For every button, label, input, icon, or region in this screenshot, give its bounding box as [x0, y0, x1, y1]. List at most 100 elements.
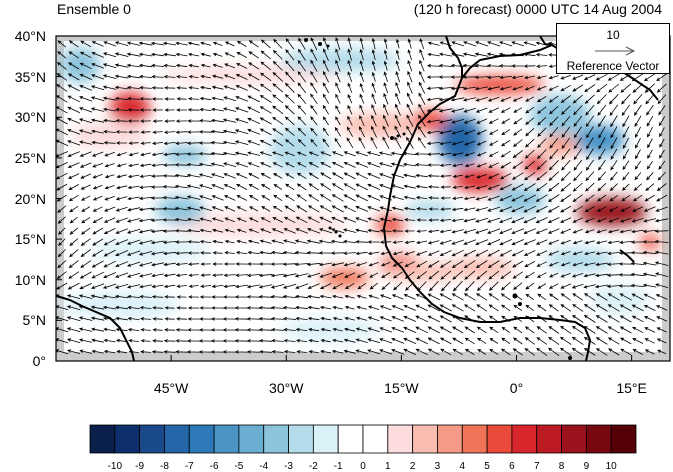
- wind-vector: [79, 151, 92, 157]
- wind-vector: [622, 160, 630, 171]
- wind-vector: [585, 171, 595, 182]
- wind-vector: [561, 148, 571, 160]
- wind-vector: [586, 148, 594, 161]
- wind-vector: [282, 305, 297, 310]
- wind-vector: [224, 41, 235, 47]
- x-tick-label: 30°W: [269, 380, 304, 396]
- wind-vector: [390, 151, 405, 156]
- wind-vector: [419, 48, 425, 61]
- wind-vector: [115, 250, 129, 257]
- wind-vector: [427, 326, 440, 334]
- wind-vector: [318, 262, 333, 267]
- wind-vector: [187, 130, 200, 134]
- wind-vector: [426, 108, 441, 113]
- wind-vector: [78, 129, 93, 135]
- wind-vector: [463, 196, 476, 201]
- wind-vector: [126, 41, 141, 46]
- wind-vector: [487, 41, 501, 47]
- wind-vector: [200, 262, 211, 266]
- wind-vector: [66, 305, 81, 311]
- wind-vector: [127, 316, 140, 321]
- wind-vector: [58, 238, 66, 247]
- colorbar-label: -8: [160, 461, 169, 472]
- wind-vector: [79, 118, 93, 124]
- wind-vector: [463, 260, 476, 269]
- wind-vector: [210, 118, 225, 123]
- wind-vector: [285, 60, 295, 72]
- wind-vector: [356, 305, 367, 310]
- colorbar-box: [437, 424, 463, 454]
- wind-vector: [151, 174, 165, 178]
- wind-vector: [619, 73, 632, 81]
- wind-vector: [103, 327, 116, 332]
- wind-vector: [296, 350, 307, 354]
- wind-vector: [476, 162, 487, 168]
- wind-vector: [211, 306, 224, 310]
- wind-vector: [319, 205, 332, 213]
- wind-vector: [523, 250, 536, 256]
- colorbar-label: 1: [385, 461, 391, 472]
- wind-vector: [452, 326, 464, 334]
- wind-vector: [296, 205, 308, 213]
- wind-vector: [80, 173, 92, 179]
- wind-vector: [426, 141, 441, 146]
- wind-vector: [642, 240, 657, 244]
- wind-vector: [606, 262, 621, 266]
- wind-vector: [103, 107, 117, 112]
- wind-vector: [331, 349, 344, 354]
- wind-vector: [330, 228, 345, 234]
- wind-vector: [560, 314, 572, 323]
- wind-vector: [57, 40, 67, 48]
- wind-vector: [548, 304, 559, 312]
- colorbar-label: 7: [533, 461, 540, 472]
- wind-vector: [187, 41, 200, 46]
- wind-vector: [320, 162, 332, 168]
- wind-vector: [235, 284, 249, 289]
- wind-vector: [536, 75, 547, 80]
- wind-vector: [78, 316, 93, 321]
- wind-vector: [572, 240, 583, 245]
- wind-vector: [188, 63, 199, 68]
- wind-vector: [223, 173, 236, 179]
- wind-vector: [295, 305, 308, 310]
- wind-vector: [355, 194, 368, 202]
- wind-vector: [323, 48, 329, 61]
- wind-vector: [270, 273, 285, 278]
- wind-vector: [656, 327, 667, 333]
- wind-vector: [126, 85, 141, 90]
- wind-vector: [488, 304, 499, 312]
- wind-vector: [368, 262, 379, 267]
- wind-vector: [573, 126, 582, 139]
- wind-vector: [657, 94, 667, 105]
- wind-vector: [150, 240, 165, 245]
- wind-vector: [335, 59, 341, 72]
- wind-vector: [573, 148, 583, 161]
- wind-vector: [513, 107, 523, 113]
- wind-vector: [451, 207, 464, 212]
- wind-vector: [284, 162, 295, 168]
- wind-vector: [525, 282, 535, 290]
- reference-vector-label: Reference Vector: [566, 59, 660, 73]
- wind-vector: [371, 104, 377, 116]
- wind-vector: [407, 70, 413, 83]
- wind-vector: [319, 305, 332, 310]
- wind-vector: [235, 85, 248, 91]
- wind-vector: [462, 97, 477, 102]
- wind-vector: [426, 86, 441, 91]
- colorbar-label: 3: [434, 461, 441, 472]
- wind-vector: [356, 272, 367, 278]
- wind-vector: [186, 162, 201, 167]
- wind-vector: [127, 294, 141, 299]
- wind-vector: [347, 104, 353, 115]
- wind-vector: [450, 86, 465, 91]
- reference-arrow-icon: [595, 46, 636, 56]
- wind-vector: [307, 205, 320, 213]
- wind-vector: [115, 316, 128, 321]
- wind-vector: [586, 137, 594, 150]
- wind-vector: [343, 327, 356, 332]
- wind-vector: [512, 161, 524, 169]
- wind-vector: [247, 84, 260, 92]
- wind-vector: [308, 194, 320, 202]
- wind-vector: [487, 184, 500, 190]
- wind-vector: [174, 184, 189, 189]
